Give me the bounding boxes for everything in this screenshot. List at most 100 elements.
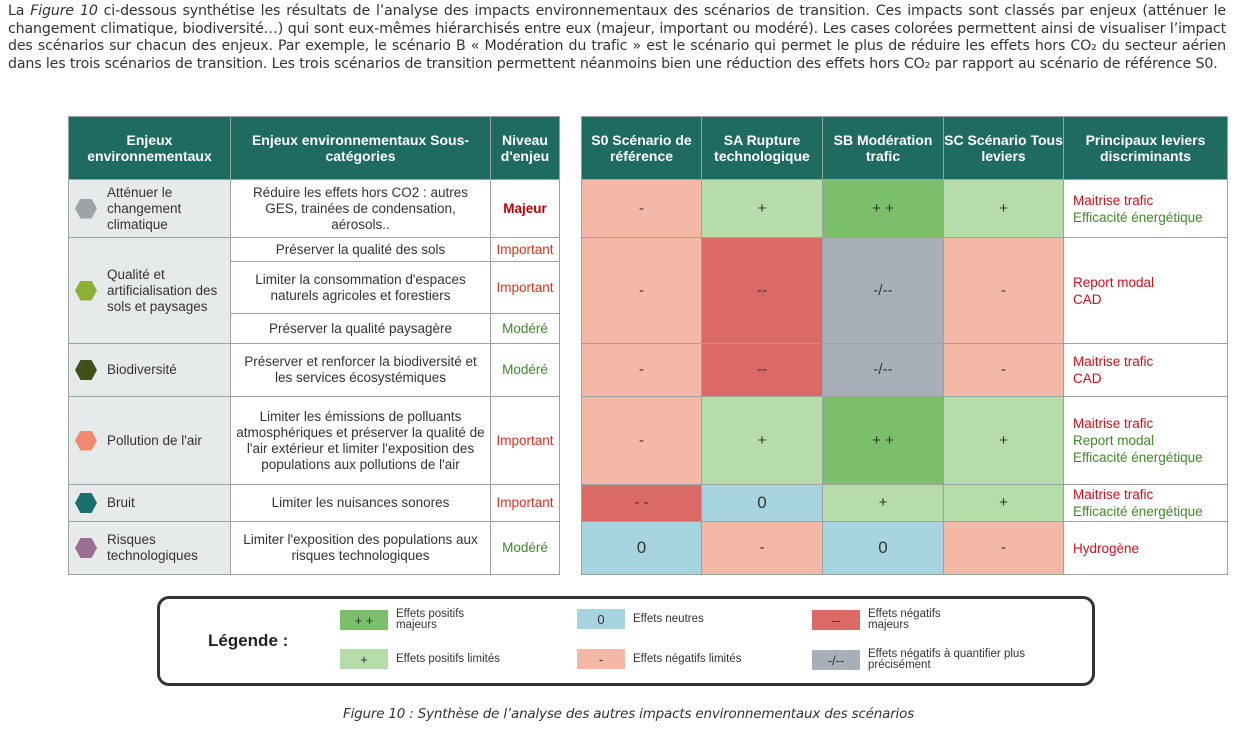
sous-categorie: Réduire les effets hors CO2 : autres GES…	[230, 179, 491, 238]
table-row: - - 0 + + Maitrise trafic Efficacité éne…	[581, 484, 1228, 522]
legend-swatch: 0	[577, 609, 625, 629]
enjeu-label: Pollution de l'air	[107, 432, 202, 448]
legend-swatch: --	[812, 610, 860, 630]
leviers-cell: Maitrise trafic Report modal Efficacité …	[1063, 396, 1228, 485]
enjeu-label: Qualité et artificialisation des sols et…	[107, 266, 218, 314]
table-row: - + + + + Maitrise trafic Efficacité éne…	[581, 179, 1228, 238]
score-s0: -	[581, 396, 702, 485]
legend-text: Effets négatifs à quantifier plus précis…	[868, 648, 1026, 671]
leviers-cell: Report modal CAD	[1063, 237, 1228, 344]
levier: Maitrise trafic	[1073, 487, 1154, 502]
sous-categorie: Préserver la qualité paysagère	[230, 313, 491, 344]
leviers-cell: Maitrise trafic CAD	[1063, 343, 1228, 397]
sous-categorie: Limiter les émissions de polluants atmos…	[230, 396, 491, 485]
niveau-enjeu: Modéré	[490, 343, 560, 397]
levier: Report modal	[1073, 433, 1155, 448]
score-sb: + +	[822, 396, 944, 485]
legend-item-a-quantifier: -/-- Effets négatifs à quantifier plus p…	[812, 648, 1058, 671]
table-row: Atténuer le changement climatique Réduir…	[68, 179, 560, 238]
table-row: - -- -/-- - Report modal CAD	[581, 237, 1228, 344]
score-sc: -	[943, 343, 1064, 397]
levier: CAD	[1073, 371, 1102, 386]
header-leviers: Principaux leviers discriminants	[1063, 116, 1228, 180]
legend-text: Effets positifs limités	[396, 652, 500, 665]
score-sb: + +	[822, 179, 944, 238]
levier: Efficacité énergétique	[1073, 450, 1203, 465]
leviers-cell: Hydrogène	[1063, 521, 1228, 575]
score-s0: -	[581, 179, 702, 238]
levier: Report modal	[1073, 274, 1155, 290]
levier: Maitrise trafic	[1073, 354, 1154, 369]
table-row: Bruit Limiter les nuisances sonores Impo…	[68, 484, 560, 522]
leviers-cell: Maitrise trafic Efficacité énergétique	[1063, 179, 1228, 238]
levier: Maitrise trafic	[1073, 192, 1154, 208]
enjeu-label: Bruit	[107, 495, 135, 510]
legend-item-positif-limite: + Effets positifs limités	[340, 649, 506, 669]
score-sa: +	[701, 179, 823, 238]
score-sc: +	[943, 179, 1064, 238]
score-sc: -	[943, 521, 1064, 575]
legend-box: Légende : + + Effets positifs majeurs + …	[157, 596, 1095, 686]
score-s0: -	[581, 343, 702, 397]
header-sous-categories: Enjeux environnementaux Sous-catégories	[230, 116, 491, 180]
score-sa: +	[701, 396, 823, 485]
header-niveau: Niveau d'enjeu	[490, 116, 560, 180]
score-sa: --	[701, 343, 823, 397]
hexagon-darkgreen-icon	[75, 360, 97, 380]
score-sb: -/--	[822, 237, 944, 344]
hexagon-grey-icon	[75, 198, 97, 219]
left-header-row: Enjeux environnementaux Enjeux environne…	[68, 116, 560, 180]
score-sa: 0	[701, 484, 823, 522]
sous-categorie: Préserver la qualité des sols	[230, 237, 491, 262]
score-sc: -	[943, 237, 1064, 344]
legend-text: Effets positifs majeurs	[396, 608, 465, 631]
sous-categorie: Limiter l'exposition des populations aux…	[230, 521, 491, 575]
legend-swatch: + +	[340, 610, 388, 630]
header-sc: SC Scénario Tous leviers	[943, 116, 1064, 180]
legend-text: Effets neutres	[633, 612, 704, 625]
score-s0: - -	[581, 484, 702, 522]
levier: Efficacité énergétique	[1073, 504, 1203, 519]
hexagon-teal-icon	[75, 493, 97, 513]
legend-item-negatif-majeur: -- Effets négatifs majeurs	[812, 608, 978, 631]
intro-paragraph: La Figure 10 ci-dessous synthétise les r…	[8, 3, 1227, 72]
legend-swatch: +	[340, 649, 388, 669]
header-sa: SA Rupture technologique	[701, 116, 823, 180]
niveau-enjeu: Important	[490, 237, 560, 262]
legend-item-neutre: 0 Effets neutres	[577, 609, 743, 629]
score-sb: +	[822, 484, 944, 522]
score-sc: +	[943, 484, 1064, 522]
leviers-cell: Maitrise trafic Efficacité énergétique	[1063, 484, 1228, 522]
score-s0: -	[581, 237, 702, 344]
sous-categorie: Limiter la consommation d'espaces nature…	[230, 261, 491, 314]
score-sb: -/--	[822, 343, 944, 397]
hexagon-mauve-icon	[75, 538, 97, 558]
enjeu-label: Biodiversité	[107, 362, 177, 377]
legend-title: Légende :	[208, 631, 289, 650]
enjeu-label: Risques technologiques	[107, 532, 198, 563]
table-row: Préserver la qualité paysagère Modéré	[69, 313, 560, 344]
right-header-row: S0 Scénario de référence SA Rupture tech…	[581, 116, 1228, 180]
legend-item-negatif-limite: - Effets négatifs limités	[577, 649, 743, 669]
score-sb: 0	[822, 521, 944, 575]
header-sb: SB Modération trafic	[822, 116, 944, 180]
enjeu-label: Atténuer le changement climatique	[107, 184, 182, 232]
figure-reference: Figure 10	[30, 3, 98, 19]
levier: CAD	[1073, 291, 1102, 307]
score-sc: +	[943, 396, 1064, 485]
legend-text: Effets négatifs limités	[633, 652, 742, 665]
enjeux-table: Enjeux environnementaux Enjeux environne…	[68, 116, 560, 575]
table-row: Qualité et artificialisation des sols et…	[68, 237, 560, 344]
score-s0: 0	[581, 521, 702, 575]
hexagon-salmon-icon	[75, 430, 97, 451]
figure-caption: Figure 10 : Synthèse de l’analyse des au…	[343, 706, 914, 722]
niveau-enjeu: Modéré	[490, 313, 560, 344]
sous-categorie: Préserver et renforcer la biodiversité e…	[230, 343, 491, 397]
table-row: Biodiversité Préserver et renforcer la b…	[68, 343, 560, 397]
score-sa: --	[701, 237, 823, 344]
niveau-enjeu: Modéré	[490, 521, 560, 575]
niveau-enjeu: Important	[490, 484, 560, 522]
levier: Hydrogène	[1073, 540, 1140, 556]
niveau-enjeu: Important	[490, 261, 560, 314]
legend-swatch: -/--	[812, 650, 860, 670]
